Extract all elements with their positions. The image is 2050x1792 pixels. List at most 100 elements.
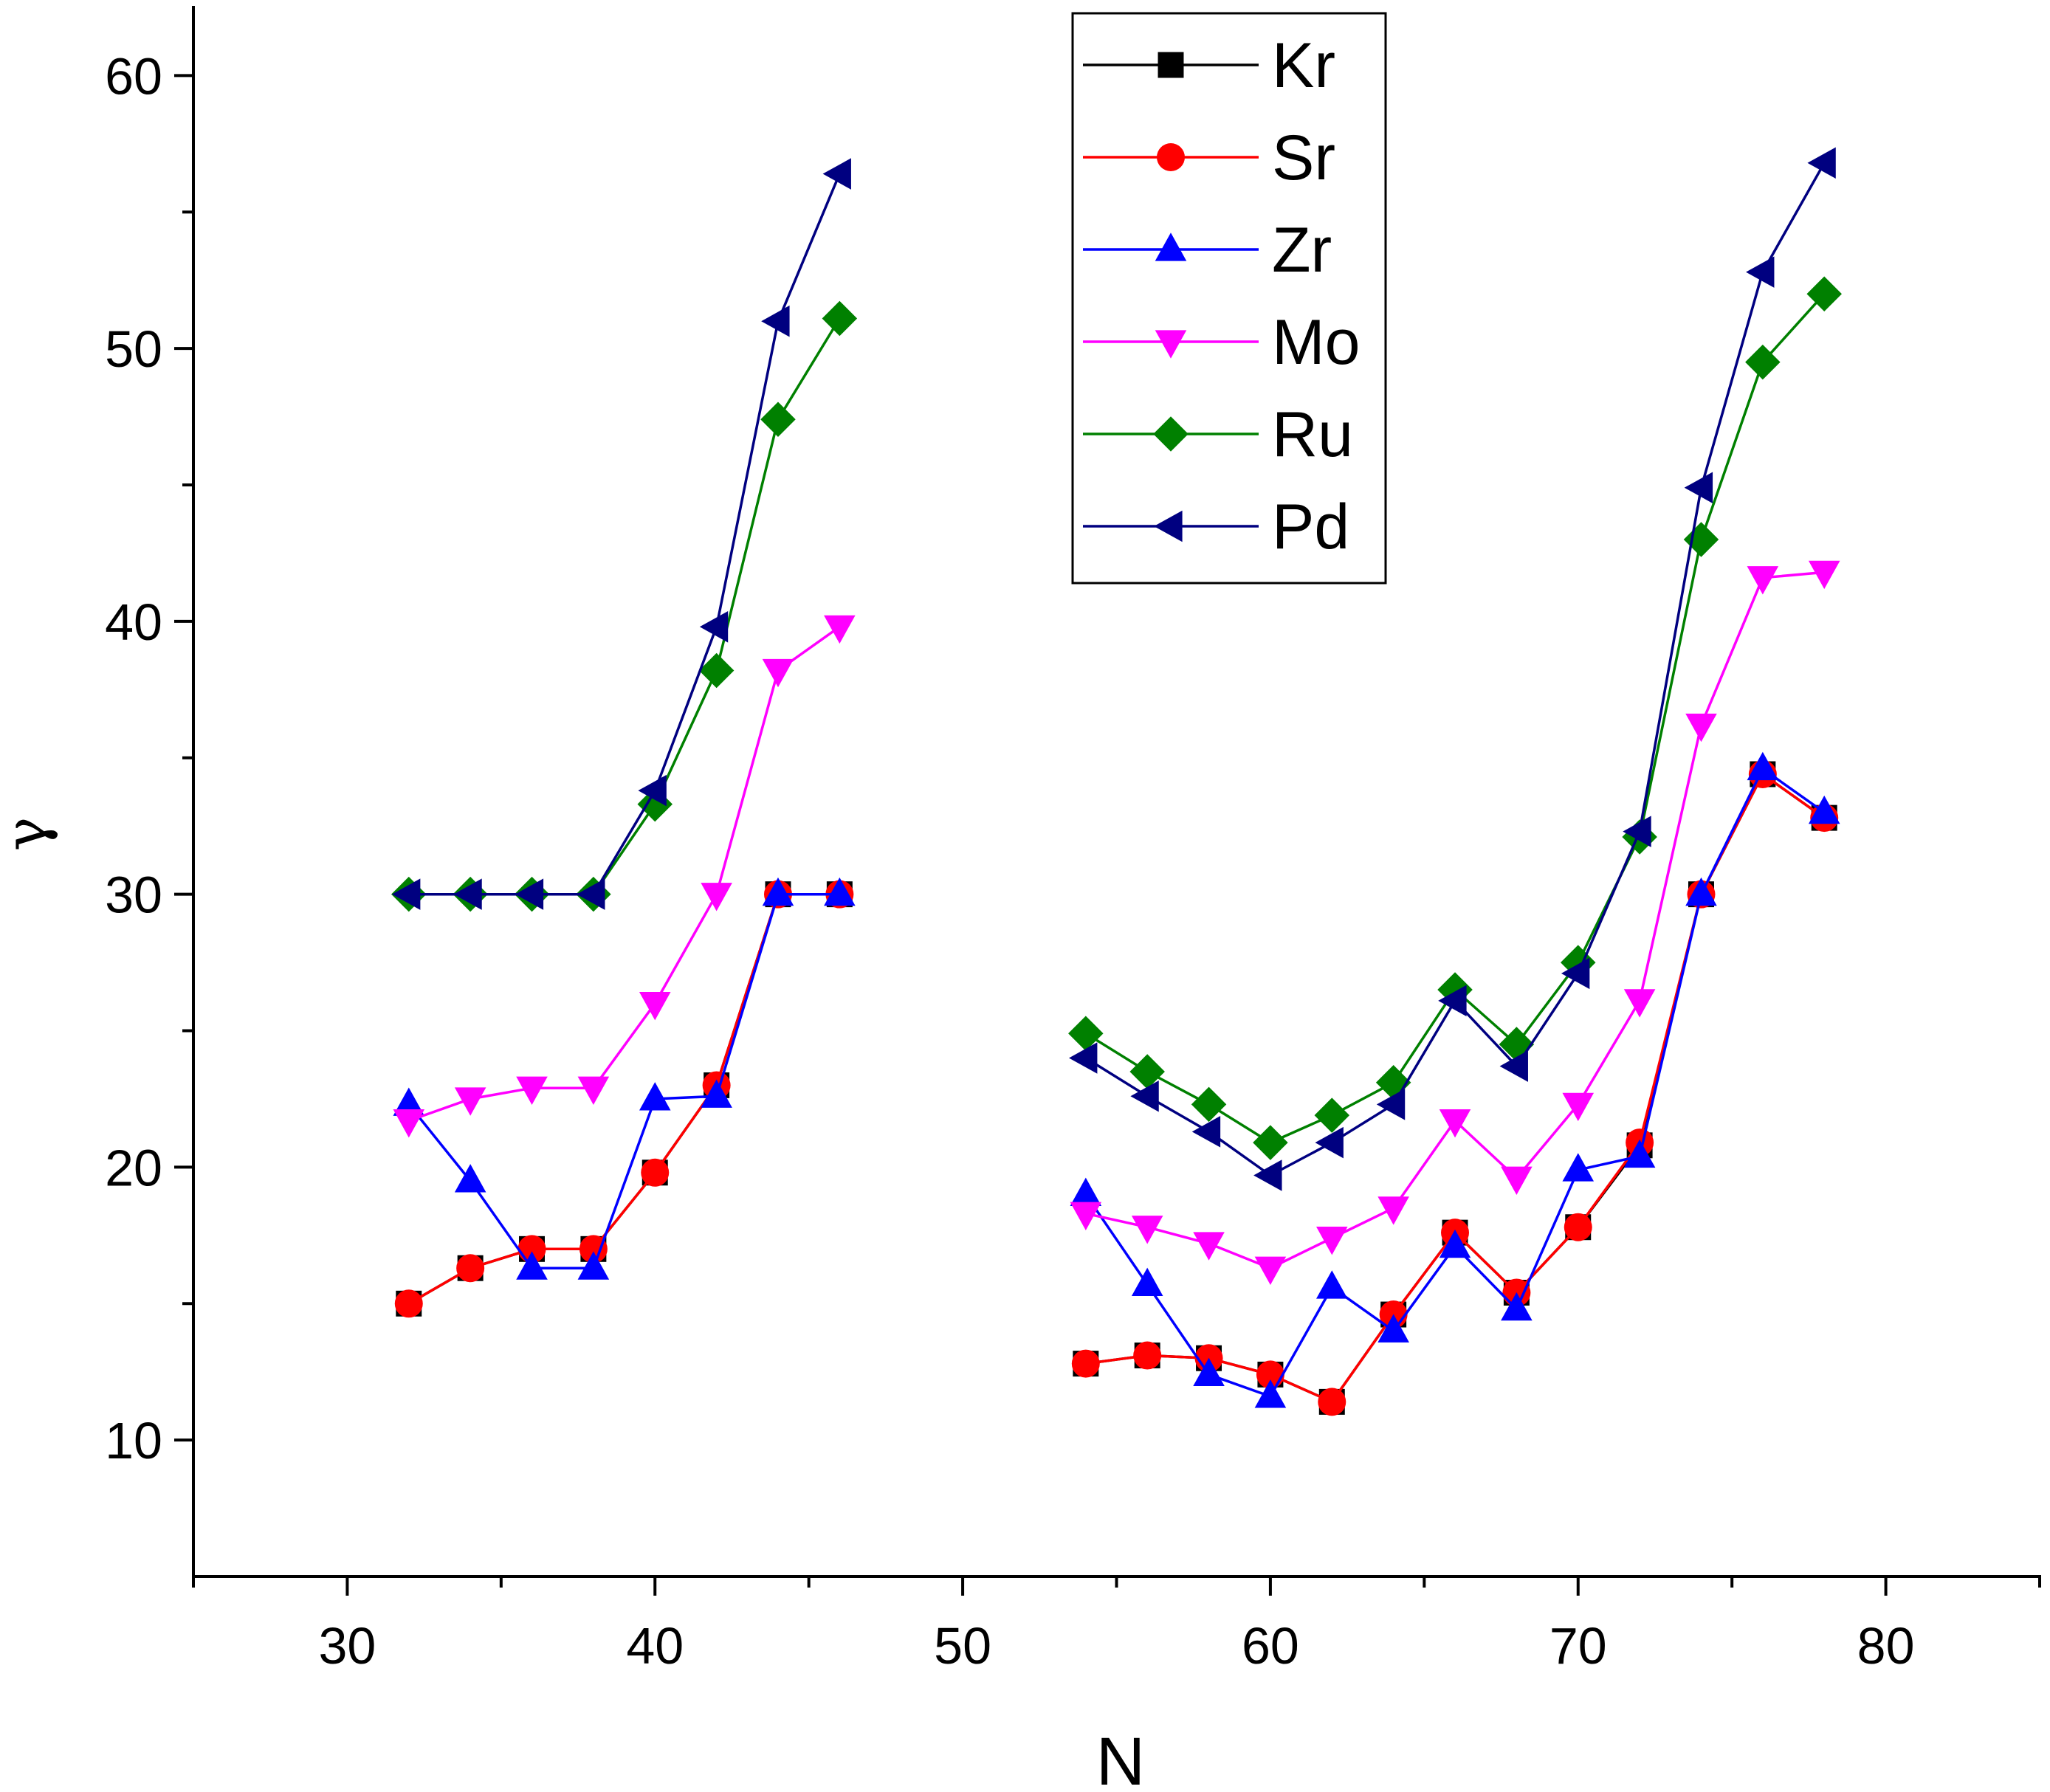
data-point-ru <box>1314 1097 1350 1133</box>
legend-label-ru: Ru <box>1272 399 1353 470</box>
data-point-mo <box>577 1076 610 1105</box>
data-point-zr <box>516 1251 548 1280</box>
data-point-mo <box>1501 1166 1533 1195</box>
data-point-mo <box>393 1109 425 1138</box>
data-point-ru <box>760 402 796 438</box>
legend: Kr Sr Zr Mo Ru Pd <box>1071 12 1387 585</box>
data-point-zr <box>1254 1379 1287 1408</box>
data-point-zr <box>1685 877 1717 906</box>
data-point-mo <box>824 615 856 644</box>
y-tick-label: 20 <box>105 1139 162 1196</box>
data-point-ru <box>1253 1125 1288 1160</box>
x-tick-label: 50 <box>934 1617 991 1675</box>
data-point-zr <box>454 1164 486 1193</box>
data-point-ru <box>822 300 858 337</box>
legend-label-sr: Sr <box>1272 123 1335 193</box>
data-point-zr <box>701 1079 732 1108</box>
data-point-pd <box>1438 985 1467 1017</box>
data-point-mo <box>1316 1226 1348 1255</box>
legend-marker-kr <box>1158 52 1184 78</box>
legend-item-zr: Zr <box>1083 215 1332 286</box>
data-point-pd <box>638 774 667 807</box>
data-point-pd <box>1746 256 1775 288</box>
data-point-zr <box>1131 1267 1163 1296</box>
x-tick-label: 40 <box>626 1617 684 1675</box>
legend-marker-zr <box>1155 232 1187 261</box>
legend-label-pd: Pd <box>1272 492 1349 562</box>
data-point-pd <box>1315 1126 1344 1159</box>
legend-item-ru: Ru <box>1083 399 1353 470</box>
data-point-zr <box>762 877 794 906</box>
data-point-mo <box>639 991 671 1021</box>
data-point-zr <box>1808 795 1840 824</box>
legend-marker-sr <box>1157 143 1185 171</box>
data-point-zr <box>1501 1292 1533 1321</box>
series-line-pd <box>408 173 841 896</box>
data-point-zr <box>1316 1270 1348 1299</box>
data-point-pd <box>699 611 729 643</box>
data-point-sr <box>1133 1341 1162 1370</box>
x-axis-title: N <box>1096 1724 1145 1792</box>
data-point-mo <box>1562 1092 1595 1122</box>
series-pd <box>391 147 1836 1191</box>
data-point-pd <box>577 878 605 910</box>
data-point-mo <box>1131 1216 1163 1244</box>
data-point-zr <box>1377 1314 1409 1343</box>
data-point-pd <box>1130 1080 1159 1112</box>
data-point-zr <box>824 877 856 906</box>
data-point-mo <box>1623 989 1656 1018</box>
data-point-pd <box>1684 472 1713 504</box>
legend-item-mo: Mo <box>1083 307 1360 378</box>
data-point-pd <box>515 878 544 910</box>
data-point-sr <box>456 1254 485 1283</box>
legend-marker-pd <box>1154 510 1183 542</box>
x-tick-label: 70 <box>1549 1617 1607 1675</box>
data-point-pd <box>453 878 482 910</box>
data-point-sr <box>394 1289 423 1318</box>
data-point-mo <box>1193 1232 1225 1261</box>
data-point-mo <box>762 658 794 688</box>
axes: 10 20 30 40 50 60 30 40 50 60 70 80 <box>105 6 2041 1675</box>
plot-area <box>391 147 1842 1416</box>
data-point-mo <box>1070 1202 1102 1231</box>
data-point-mo <box>516 1076 548 1105</box>
data-point-mo <box>1439 1109 1471 1138</box>
series-zr <box>393 751 1840 1408</box>
data-point-mo <box>1254 1256 1287 1285</box>
x-tick-label: 60 <box>1242 1617 1299 1675</box>
data-point-zr <box>1623 1139 1656 1168</box>
data-point-mo <box>454 1087 486 1116</box>
y-axis-title: γ <box>0 817 60 852</box>
data-point-zr <box>639 1082 671 1111</box>
data-point-ru <box>698 652 735 689</box>
data-point-sr <box>579 1235 608 1264</box>
legend-label-mo: Mo <box>1272 307 1360 378</box>
y-tick-label: 50 <box>105 320 162 378</box>
x-tick-label: 80 <box>1857 1617 1915 1675</box>
y-tick-label: 10 <box>105 1412 162 1469</box>
series-line-ru <box>408 317 841 896</box>
series-line-mo <box>408 625 841 1123</box>
data-point-mo <box>701 883 732 911</box>
data-point-zr <box>1562 1153 1595 1182</box>
data-point-pd <box>1499 1050 1528 1082</box>
data-point-zr <box>1747 751 1779 781</box>
data-point-ru <box>1129 1054 1165 1089</box>
series-sr <box>394 759 1839 1416</box>
data-point-sr <box>1071 1349 1100 1378</box>
data-point-ru <box>1806 276 1842 311</box>
legend-box <box>1071 12 1387 585</box>
data-point-sr <box>641 1158 670 1187</box>
data-point-sr <box>1564 1213 1592 1241</box>
legend-label-kr: Kr <box>1272 30 1335 101</box>
data-point-pd <box>1069 1042 1098 1074</box>
legend-item-sr: Sr <box>1083 123 1335 193</box>
data-point-zr <box>577 1251 610 1280</box>
series-mo <box>393 560 1840 1285</box>
data-point-zr <box>393 1087 425 1116</box>
data-point-ru <box>1745 344 1781 380</box>
data-point-mo <box>1747 566 1779 595</box>
y-tick-label: 60 <box>105 47 162 105</box>
data-point-pd <box>761 305 790 337</box>
data-point-pd <box>391 878 421 910</box>
